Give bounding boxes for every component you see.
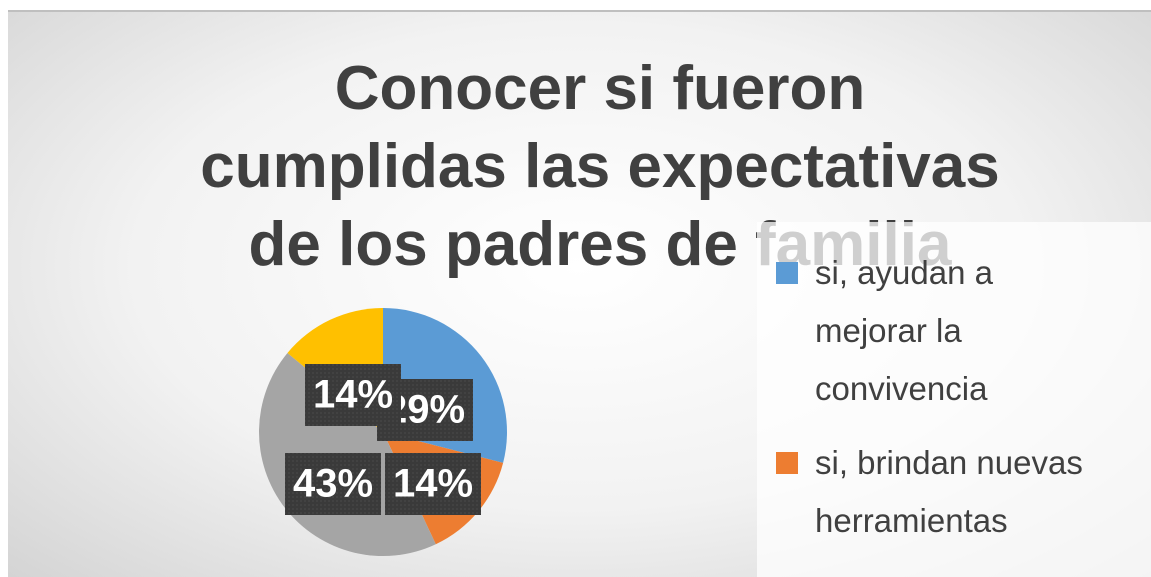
legend-swatch <box>776 452 798 474</box>
data-label: 43% <box>285 453 381 515</box>
legend-label: si, brindan nuevas herramientas <box>815 444 1083 539</box>
legend: si, ayudan a mejorar la convivencia si, b… <box>757 222 1151 577</box>
data-label-box <box>385 453 481 515</box>
data-label: 14% <box>305 364 401 426</box>
data-label: 14% <box>385 453 481 515</box>
chart-area: 29% 14% 43% 14% Conocer si fueron cumplidas… <box>8 10 1151 577</box>
data-label-box <box>305 364 401 426</box>
pie-chart: 29%14%43%14% <box>259 308 507 556</box>
data-label-text: 14% <box>313 373 393 417</box>
legend-label: si, ayudan a mejorar la convivencia <box>815 254 993 407</box>
data-label-text: 14% <box>393 462 473 506</box>
legend-swatch <box>776 262 798 284</box>
data-label-box <box>285 453 381 515</box>
data-label-text: 43% <box>293 462 373 506</box>
